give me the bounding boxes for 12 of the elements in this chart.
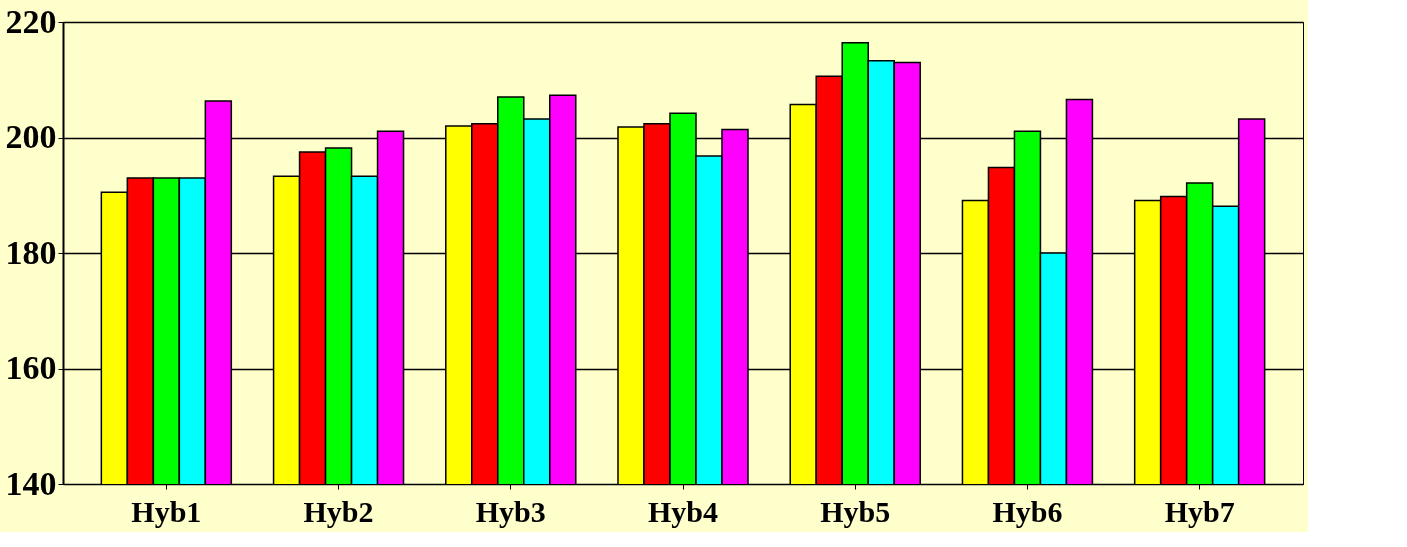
y-tick-label: 160 xyxy=(5,349,57,386)
x-tick-label: Hyb5 xyxy=(820,494,891,528)
x-tick-label: Hyb2 xyxy=(303,494,374,528)
y-tick-label: 180 xyxy=(5,233,57,271)
x-tick-label: Hyb1 xyxy=(131,494,202,528)
y-tick-label: 200 xyxy=(5,118,57,155)
y-tick-label: 140 xyxy=(5,464,57,502)
x-tick-label: Hyb6 xyxy=(992,494,1063,528)
y-tick-label: 220 xyxy=(5,2,57,40)
x-tick-label: Hyb3 xyxy=(475,494,546,528)
x-tick-label: Hyb4 xyxy=(647,494,719,528)
x-tick-label: Hyb7 xyxy=(1164,494,1235,528)
